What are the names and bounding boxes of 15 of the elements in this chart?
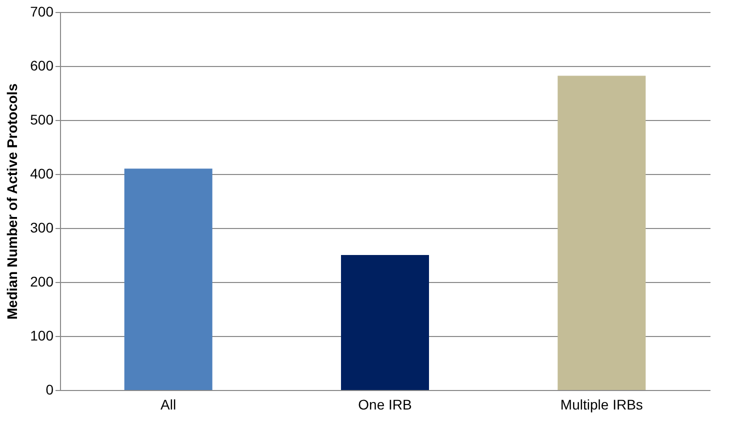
y-tick-label: 300 xyxy=(30,220,54,236)
bar xyxy=(124,168,212,390)
bar xyxy=(558,76,646,390)
y-tick-label: 500 xyxy=(30,112,54,128)
y-tick-label: 400 xyxy=(30,166,54,182)
x-tick-label: Multiple IRBs xyxy=(560,396,643,412)
x-tick-label: One IRB xyxy=(358,396,412,412)
y-tick-label: 0 xyxy=(46,382,54,398)
y-tick-label: 600 xyxy=(30,58,54,74)
bar xyxy=(341,255,429,390)
y-axis-title: Median Number of Active Protocols xyxy=(4,83,20,320)
y-tick-label: 200 xyxy=(30,274,54,290)
x-tick-label: All xyxy=(160,396,176,412)
y-tick-label: 100 xyxy=(30,328,54,344)
y-tick-label: 700 xyxy=(30,4,54,20)
